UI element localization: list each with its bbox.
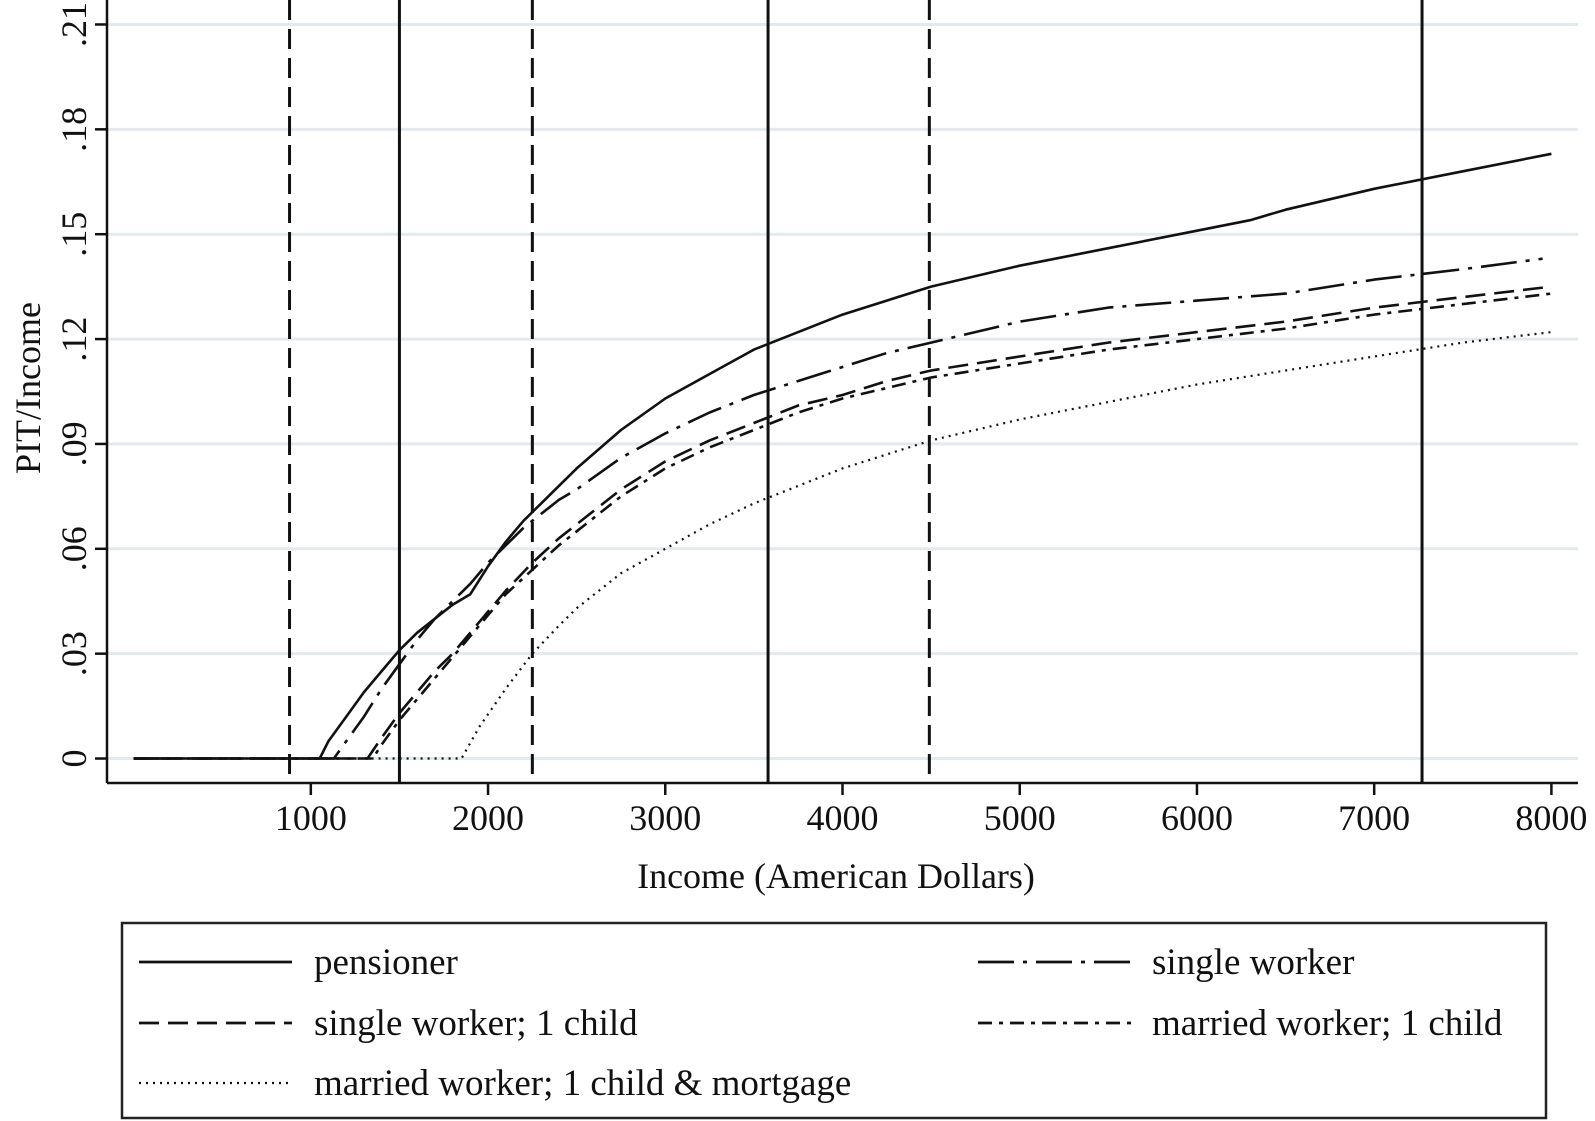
x-axis-ticks: 1000 2000 3000 4000 5000 6000 7000 8000 [275, 783, 1587, 838]
x-tick-label-3: 4000 [807, 798, 879, 838]
legend-label-3: married worker; 1 child [1152, 1003, 1503, 1044]
y-tick-label-5: .15 [54, 212, 94, 257]
series-line-0 [133, 152, 1552, 760]
series-lines [133, 152, 1552, 760]
grid-lines [107, 22, 1578, 761]
series-line-2 [133, 285, 1552, 760]
legend-label-1: single worker [1152, 942, 1354, 983]
x-tick-label-6: 7000 [1338, 798, 1410, 838]
series-line-1 [133, 257, 1543, 760]
x-axis-title: Income (American Dollars) [637, 856, 1035, 896]
legend-label-0: pensioner [314, 942, 458, 983]
x-tick-label-4: 5000 [984, 798, 1056, 838]
legend-label-4: married worker; 1 child & mortgage [314, 1063, 851, 1104]
legend-label-2: single worker; 1 child [314, 1003, 638, 1044]
y-tick-label-3: .09 [54, 421, 94, 466]
x-tick-label-2: 3000 [629, 798, 701, 838]
series-line-3 [133, 292, 1552, 760]
x-tick-label-7: 8000 [1515, 798, 1587, 838]
y-tick-label-0: 0 [54, 750, 94, 768]
x-tick-label-0: 1000 [275, 798, 347, 838]
y-tick-label-7: .21 [54, 2, 94, 47]
y-axis-ticks: 0 .03 .06 .09 .12 .15 .18 .21 [54, 2, 107, 768]
y-tick-label-6: .18 [54, 107, 94, 152]
reference-lines [288, 0, 1424, 783]
y-tick-label-2: .06 [54, 526, 94, 571]
y-tick-label-4: .12 [54, 317, 94, 362]
legend-box [120, 921, 1548, 1120]
y-tick-label-1: .03 [54, 631, 94, 676]
y-axis-title: PIT/Income [8, 302, 48, 474]
legend: pensioner single worker single worker; 1 c… [120, 921, 1548, 1120]
x-tick-label-1: 2000 [452, 798, 524, 838]
axes [105, 0, 1578, 785]
x-tick-label-5: 6000 [1161, 798, 1233, 838]
